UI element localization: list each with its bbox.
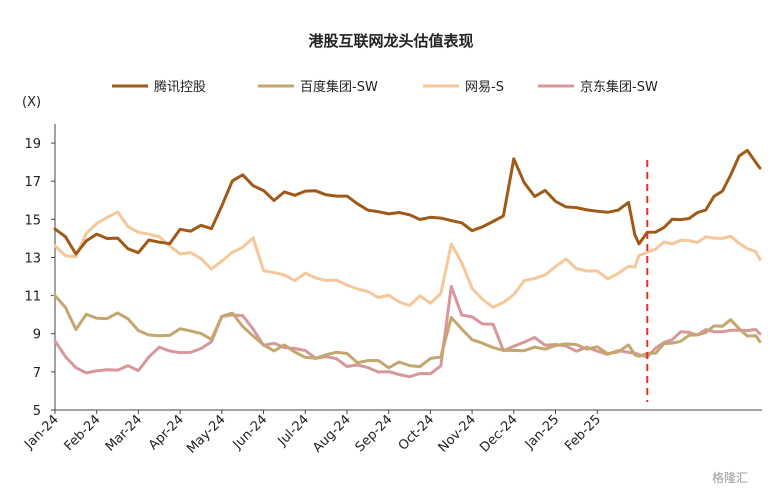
series-line-3 bbox=[53, 285, 762, 379]
x-tick-label: Nov-24 bbox=[436, 412, 479, 455]
x-tick-label: Jan-25 bbox=[522, 412, 563, 453]
legend-netease-label: 网易-S bbox=[465, 80, 504, 95]
series-line-0 bbox=[53, 148, 762, 256]
legend-jd-label: 京东集团-SW bbox=[580, 79, 658, 95]
x-tick-label: Feb-25 bbox=[562, 412, 604, 454]
x-tick-label: May-24 bbox=[184, 412, 228, 456]
watermark: 格隆汇 bbox=[712, 470, 748, 485]
y-unit-label: (X) bbox=[22, 95, 41, 110]
x-tick-label: Apr-24 bbox=[146, 412, 187, 453]
y-tick-label: 11 bbox=[24, 290, 41, 305]
y-tick-label: 15 bbox=[24, 213, 41, 228]
y-tick-label: 7 bbox=[33, 366, 41, 381]
x-tick-label: Aug-24 bbox=[310, 412, 354, 456]
y-tick-label: 19 bbox=[24, 137, 41, 152]
y-tick-label: 9 bbox=[33, 328, 41, 343]
series-line-1 bbox=[53, 294, 762, 370]
x-tick-label: Feb-24 bbox=[62, 412, 104, 454]
x-tick-label: Mar-24 bbox=[103, 412, 145, 454]
y-tick-label: 17 bbox=[24, 175, 41, 190]
series-group bbox=[53, 148, 762, 379]
x-tick-label: Dec-24 bbox=[477, 412, 520, 455]
legend-tencent-label: 腾讯控股 bbox=[154, 79, 206, 95]
series-line-2 bbox=[53, 210, 762, 309]
legend-baidu-label: 百度集团-SW bbox=[300, 79, 378, 95]
axes: 5 7 9 11 13 15 17 19 Jan-24 Feb-24 Mar-24 Apr-24May… bbox=[21, 124, 762, 457]
x-tick-label: Jan-24 bbox=[21, 412, 62, 453]
y-tick-label: 13 bbox=[24, 251, 41, 266]
x-tick-label: Sep-24 bbox=[353, 412, 396, 455]
legend: 腾讯控股 百度集团-SW 网易-S 京东集团-SW bbox=[112, 79, 658, 95]
chart-title: 港股互联网龙头估值表现 bbox=[308, 32, 473, 50]
x-tick-label: Jul-24 bbox=[275, 412, 312, 449]
x-tick-label: Oct-24 bbox=[396, 412, 438, 454]
y-tick-label: 5 bbox=[33, 404, 41, 419]
x-tick-label: Jun-24 bbox=[230, 412, 271, 453]
